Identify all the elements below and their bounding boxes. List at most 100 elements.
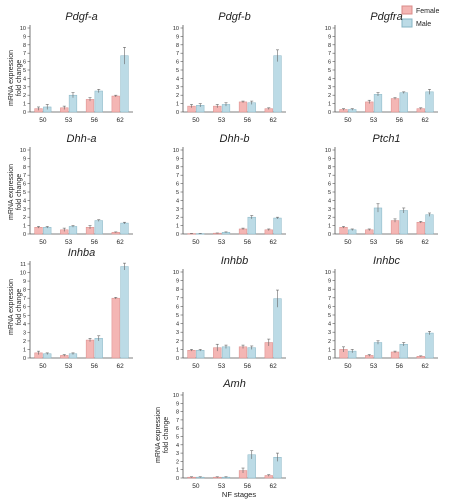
x-tick-label: 50 — [39, 239, 47, 246]
y-tick-label: 1 — [176, 102, 179, 108]
y-tick-label: 0 — [328, 110, 331, 116]
y-tick-label: 1 — [23, 102, 26, 108]
chart-title: Dhh-a — [67, 133, 97, 145]
y-tick-label: 10 — [325, 26, 331, 32]
y-tick-label: 0 — [176, 232, 179, 238]
y-tick-label: 8 — [176, 43, 179, 49]
x-tick-label: 50 — [344, 117, 352, 124]
bar-male — [196, 350, 205, 359]
x-tick-label: 62 — [270, 117, 278, 124]
bar-male — [94, 338, 103, 359]
chart-title: Amh — [222, 378, 246, 390]
y-tick-label: 6 — [176, 182, 179, 188]
x-tick-label: 50 — [344, 363, 352, 370]
y-tick-label: 6 — [176, 304, 179, 310]
y-tick-label: 7 — [328, 296, 331, 302]
y-tick-label: 6 — [328, 304, 331, 310]
y-tick-label: 4 — [23, 322, 26, 328]
y-tick-label: 2 — [328, 215, 331, 221]
bar-female — [85, 339, 95, 359]
y-axis-label-line1: mRNA expression — [8, 50, 15, 106]
legend-label-female: Female — [416, 8, 439, 15]
chart-title: Dhh-b — [220, 133, 250, 145]
x-tick-label: 56 — [396, 117, 404, 124]
x-tick-label: 56 — [244, 239, 252, 246]
y-tick-label: 6 — [23, 182, 26, 188]
x-tick-label: 53 — [65, 117, 73, 124]
y-tick-label: 0 — [23, 110, 26, 116]
x-tick-label: 62 — [422, 363, 430, 370]
y-tick-label: 10 — [325, 270, 331, 276]
x-tick-label: 62 — [117, 363, 125, 370]
y-tick-label: 0 — [23, 232, 26, 238]
bar-male — [399, 343, 408, 359]
x-tick-label: 53 — [370, 239, 378, 246]
y-tick-label: 7 — [176, 296, 179, 302]
y-tick-label: 1 — [176, 468, 179, 474]
y-tick-label: 4 — [328, 322, 331, 328]
bar-male — [94, 90, 103, 113]
x-tick-label: 53 — [65, 363, 73, 370]
y-tick-label: 9 — [23, 156, 26, 162]
x-tick-label: 56 — [244, 483, 252, 490]
y-tick-label: 6 — [23, 60, 26, 66]
y-tick-label: 5 — [328, 68, 331, 74]
x-tick-label: 56 — [396, 239, 404, 246]
y-tick-label: 9 — [328, 34, 331, 40]
y-tick-label: 7 — [176, 173, 179, 179]
x-tick-label: 53 — [370, 363, 378, 370]
bar-male — [120, 266, 129, 359]
y-tick-label: 3 — [176, 207, 179, 213]
y-tick-label: 7 — [23, 296, 26, 302]
legend-label-male: Male — [416, 21, 431, 28]
ylabel-row4: mRNA expression fold change — [155, 407, 170, 463]
y-tick-label: 9 — [23, 279, 26, 285]
y-tick-label: 2 — [23, 215, 26, 221]
y-tick-label: 9 — [176, 279, 179, 285]
bar-male — [273, 298, 282, 359]
y-tick-label: 3 — [176, 451, 179, 457]
y-tick-label: 3 — [328, 330, 331, 336]
y-tick-label: 5 — [23, 313, 26, 319]
bar-female — [111, 95, 120, 113]
bar-female — [390, 98, 400, 113]
y-tick-label: 1 — [23, 224, 26, 230]
x-tick-label: 62 — [117, 117, 125, 124]
bar-male — [399, 92, 408, 113]
y-tick-label: 11 — [20, 262, 26, 268]
legend-swatch-male — [401, 18, 413, 28]
bar-male — [273, 55, 282, 113]
chart-title: Inhba — [68, 247, 96, 259]
y-tick-label: 2 — [23, 339, 26, 345]
y-tick-label: 7 — [328, 51, 331, 57]
y-tick-label: 1 — [328, 347, 331, 353]
x-tick-label: 53 — [65, 239, 73, 246]
x-tick-label: 62 — [117, 239, 125, 246]
ylabel-row3: mRNA expression fold change — [8, 279, 23, 335]
y-axis-label-line1: mRNA expression — [8, 279, 15, 335]
y-tick-label: 7 — [176, 51, 179, 57]
y-tick-label: 5 — [23, 68, 26, 74]
y-tick-label: 8 — [23, 43, 26, 49]
chart-title: Pdgf-a — [65, 11, 97, 23]
y-tick-label: 4 — [176, 322, 179, 328]
y-tick-label: 3 — [176, 85, 179, 91]
y-axis-label-line2: fold change — [16, 289, 23, 325]
x-tick-label: 50 — [192, 239, 200, 246]
chart-title: Pdgf-b — [218, 11, 250, 23]
y-tick-label: 3 — [176, 330, 179, 336]
bar-male — [68, 226, 78, 235]
y-tick-label: 0 — [328, 356, 331, 362]
y-tick-label: 7 — [23, 173, 26, 179]
y-tick-label: 3 — [23, 330, 26, 336]
y-tick-label: 2 — [176, 215, 179, 221]
y-axis-label-line2: fold change — [163, 417, 170, 453]
y-tick-label: 4 — [328, 198, 331, 204]
x-tick-label: 56 — [91, 363, 99, 370]
y-tick-label: 0 — [176, 476, 179, 482]
bar-female — [416, 221, 425, 235]
legend: Female Male — [401, 5, 439, 28]
